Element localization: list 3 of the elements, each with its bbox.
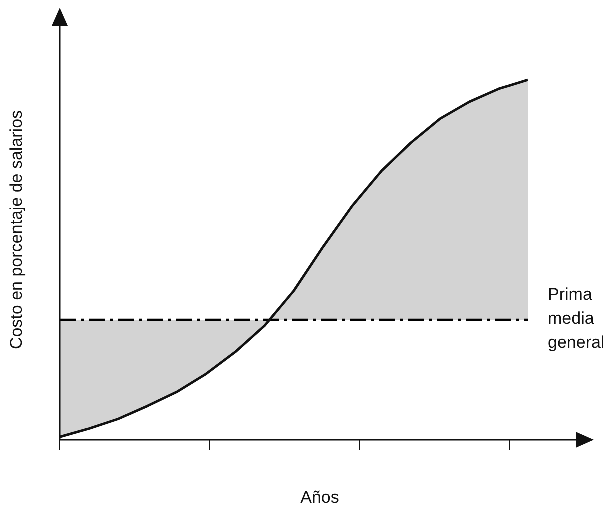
- ref-line-label: Prima media general: [548, 285, 605, 352]
- y-axis-title: Costo en porcentaje de salarios: [7, 110, 26, 350]
- x-axis-title: Años: [300, 488, 340, 507]
